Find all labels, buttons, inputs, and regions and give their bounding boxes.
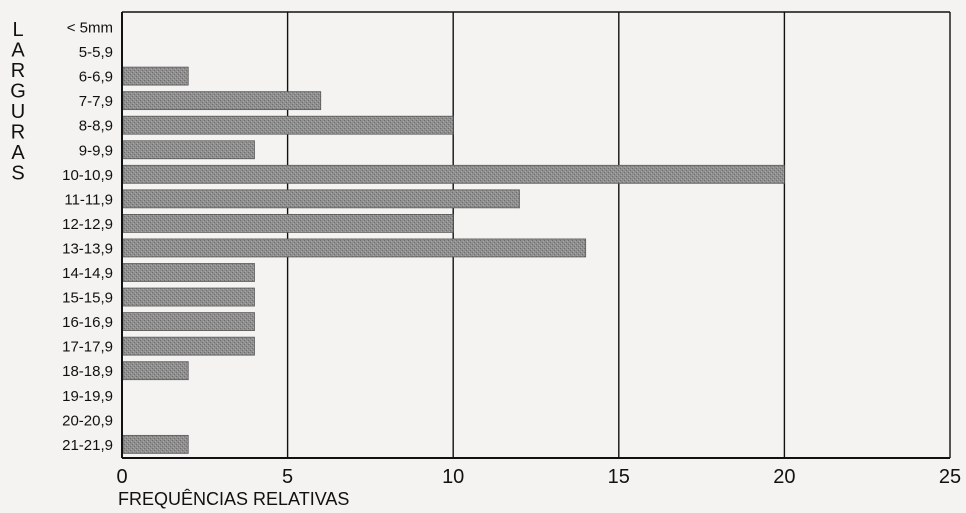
x-tick-label: 15 bbox=[608, 466, 630, 488]
x-tick-label: 10 bbox=[442, 466, 464, 488]
y-axis-title-letter: L bbox=[12, 19, 23, 41]
bar-21-21,9 bbox=[122, 434, 189, 454]
y-axis-title-letter: G bbox=[10, 81, 26, 103]
bar-10-10,9 bbox=[122, 164, 785, 184]
bar-8-8,9 bbox=[122, 115, 454, 135]
category-label: 20-20,9 bbox=[62, 412, 113, 429]
category-label: 12-12,9 bbox=[62, 216, 113, 233]
category-label: 11-11,9 bbox=[64, 191, 113, 208]
x-tick-label: 0 bbox=[116, 466, 127, 488]
bar-11-11,9 bbox=[122, 189, 520, 209]
bar-6-6,9 bbox=[122, 66, 189, 86]
category-labels: < 5mm 5-5,9 6-6,9 7-7,9 8-8,9 9-9,9 10-10,9 11-… bbox=[62, 20, 113, 454]
bar-17-17,9 bbox=[122, 336, 255, 356]
category-label: < 5mm bbox=[67, 20, 113, 37]
x-tick-labels: 0 5 10 15 20 25 bbox=[116, 466, 961, 488]
bar-16-16,9 bbox=[122, 312, 255, 332]
x-tick-label: 25 bbox=[939, 466, 961, 488]
y-axis-title-letter: A bbox=[11, 40, 25, 62]
category-label: 17-17,9 bbox=[62, 339, 113, 356]
category-label: 7-7,9 bbox=[79, 93, 113, 110]
category-label: 18-18,9 bbox=[62, 363, 113, 380]
category-label: 15-15,9 bbox=[62, 290, 113, 307]
bar-9-9,9 bbox=[122, 140, 255, 160]
y-axis-title-letter: S bbox=[11, 163, 24, 185]
bar-7-7,9 bbox=[122, 91, 322, 111]
category-label: 21-21,9 bbox=[62, 437, 113, 454]
category-label: 14-14,9 bbox=[62, 265, 113, 282]
category-label: 6-6,9 bbox=[79, 69, 113, 86]
plot-frame bbox=[121, 11, 950, 459]
category-label: 16-16,9 bbox=[62, 314, 113, 331]
y-axis-title-letter: R bbox=[11, 60, 25, 82]
y-axis-title-letter: U bbox=[11, 101, 25, 123]
bar-14-14,9 bbox=[122, 263, 255, 282]
category-label: 5-5,9 bbox=[79, 44, 113, 61]
x-tick-label: 5 bbox=[282, 466, 293, 488]
category-label: 9-9,9 bbox=[79, 142, 113, 159]
x-axis-title: FREQUÊNCIAS RELATIVAS bbox=[118, 489, 349, 509]
bar-12-12,9 bbox=[122, 213, 454, 233]
y-axis-title-letter: A bbox=[11, 142, 25, 164]
bar-18-18,9 bbox=[122, 361, 189, 381]
category-label: 8-8,9 bbox=[79, 118, 113, 135]
category-label: 10-10,9 bbox=[62, 167, 113, 184]
x-tick-label: 20 bbox=[773, 466, 795, 488]
bar-15-15,9 bbox=[122, 287, 255, 307]
bar-13-13,9 bbox=[122, 238, 587, 258]
category-label: 13-13,9 bbox=[62, 240, 113, 257]
category-label: 19-19,9 bbox=[62, 388, 113, 405]
y-axis-title-letter: R bbox=[11, 122, 25, 144]
